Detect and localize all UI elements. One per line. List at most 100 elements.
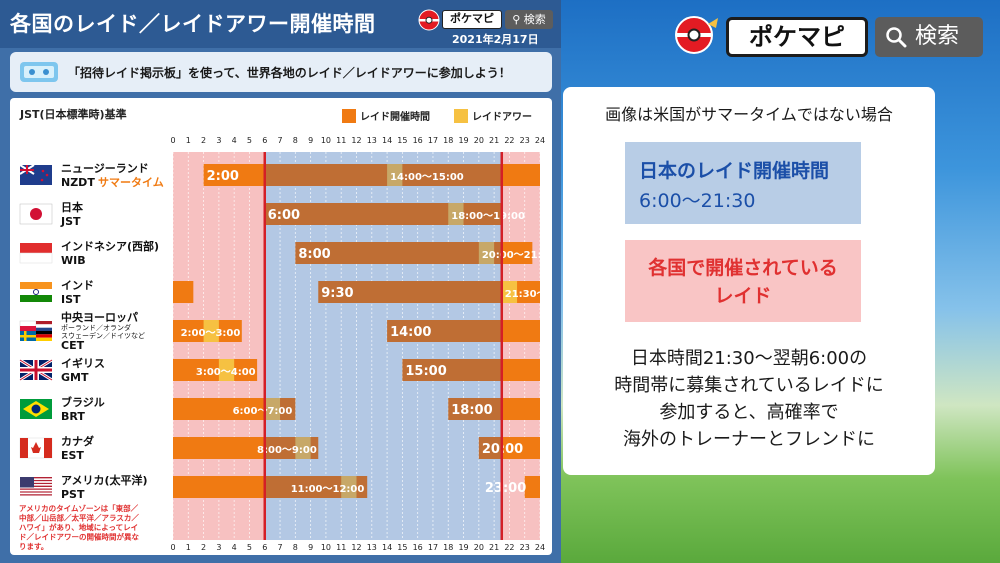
raid-bar: [501, 437, 540, 459]
country-tz: BRT: [61, 410, 85, 423]
hour-tick-top: 11: [336, 136, 346, 145]
brand-button-large[interactable]: ポケマピ: [726, 17, 868, 57]
country-name: カナダ: [61, 434, 94, 448]
info-note: 画像は米国がサマータイムではない場合: [605, 105, 893, 124]
hour-tick-bottom: 7: [277, 543, 282, 552]
hour-tick-bottom: 1: [186, 543, 191, 552]
bar-label: 8:00: [298, 247, 330, 262]
legend-label: レイド開催時間: [360, 110, 430, 123]
hour-tick-top: 20: [474, 136, 484, 145]
search-icon: [886, 27, 907, 48]
footnote-line: ります。: [19, 542, 48, 551]
chart-svg: JST(日本標準時)基準 レイド開催時間 レイドアワー001122334455667…: [19, 107, 552, 552]
flag-us-icon: [20, 477, 52, 497]
flag-id-icon: [19, 243, 53, 264]
country-name: インド: [61, 279, 94, 292]
raid-bar: [501, 398, 540, 420]
invite-banner[interactable]: 「招待レイド掲示板」を使って、世界各地のレイド／レイドアワーに参加しよう！: [10, 52, 552, 92]
raid-bar: [402, 359, 502, 381]
raid-bar: [173, 281, 194, 303]
hour-tick-top: 23: [520, 136, 530, 145]
hour-tick-top: 4: [232, 136, 237, 145]
country-tz: IST: [61, 293, 81, 306]
hour-tick-top: 12: [351, 136, 361, 145]
info-body-line: 日本時間21:30〜翌朝6:00の: [630, 348, 868, 369]
flag-ca-icon: [19, 437, 53, 459]
page-title: 各国のレイド／レイドアワー開催時間: [10, 12, 376, 36]
hour-tick-top: 17: [428, 136, 438, 145]
country-name: 中央ヨーロッパ: [61, 310, 138, 324]
raid-board-icon: [20, 62, 58, 82]
hour-tick-top: 2: [201, 136, 206, 145]
raid-bar: [203, 164, 265, 186]
raid-bar: [173, 359, 258, 381]
hour-tick-top: 9: [308, 136, 313, 145]
hour-tick-bottom: 4: [232, 543, 237, 552]
bar-label: 3:00〜4:00: [196, 367, 256, 378]
hour-tick-bottom: 21: [489, 543, 499, 552]
search-icon: ⚲: [512, 13, 521, 26]
japan-raid-hours-box: 日本のレイド開催時間 6:00〜21:30: [625, 142, 861, 224]
bar-label: 2:00〜3:00: [181, 328, 241, 339]
raid-bar: [501, 320, 540, 342]
hour-tick-bottom: 0: [170, 543, 175, 552]
bar-label: 8:00〜9:00: [257, 445, 317, 456]
outside-window-bg: [501, 152, 540, 540]
raid-bar: [501, 242, 533, 264]
legend-label: レイドアワー: [472, 111, 532, 123]
country-tz: JST: [60, 215, 81, 228]
bar-label: 23:00: [485, 481, 526, 496]
legend-swatch: [342, 109, 356, 123]
hour-tick-top: 21: [489, 136, 499, 145]
raid-hour-bar: [501, 281, 518, 303]
bar-label: 2:00: [207, 169, 239, 184]
search-button[interactable]: ⚲ 検索: [505, 10, 553, 29]
raid-hour-bar: [264, 398, 281, 420]
hour-tick-top: 8: [293, 136, 298, 145]
hour-tick-top: 15: [397, 136, 407, 145]
country-name: インドネシア(西部): [61, 239, 159, 253]
raid-hour-bar: [478, 242, 495, 264]
hour-tick-top: 3: [216, 136, 221, 145]
bar-label: 9:30: [321, 286, 353, 301]
hour-tick-top: 19: [458, 136, 468, 145]
pokemapi-logo-large-icon: [675, 16, 718, 54]
hour-tick-bottom: 2: [201, 543, 206, 552]
international-raid-line: 各国で開催されている: [648, 257, 838, 279]
raid-bar: [264, 164, 502, 186]
info-body-line: 海外のトレーナーとフレンドに: [623, 429, 875, 450]
raid-bar: [318, 281, 502, 303]
banner-text: 「招待レイド掲示板」を使って、世界各地のレイド／レイドアワーに参加しよう！: [68, 66, 511, 80]
pokemapi-logo-icon: [418, 9, 440, 31]
country-tz: WIB: [61, 254, 86, 267]
country-sub: スウェーデン／ドイツなど: [61, 331, 145, 340]
raid-bar: [448, 398, 502, 420]
country-name: イギリス: [61, 356, 105, 370]
bar-label: 15:00: [405, 364, 446, 379]
hour-tick-top: 7: [277, 136, 282, 145]
hour-tick-top: 24: [535, 136, 545, 145]
search-button-large[interactable]: 検索: [875, 17, 983, 57]
bar-label: 20:00〜21:00: [482, 250, 552, 261]
info-body-line: 時間帯に募集されているレイドに: [614, 375, 884, 396]
search-label: 検索: [915, 24, 960, 49]
bar-label: 11:00〜12:00: [291, 484, 365, 495]
raid-bar: [173, 437, 265, 459]
hour-tick-top: 6: [262, 136, 267, 145]
raid-hour-bar: [295, 437, 311, 459]
brand-button[interactable]: ポケマピ: [442, 10, 502, 29]
hour-tick-bottom: 9: [308, 543, 313, 552]
chart-basis-label: JST(日本標準時)基準: [19, 107, 127, 121]
raid-bar: [295, 242, 502, 264]
country-name: ブラジル: [61, 395, 105, 409]
raid-schedule-chart: JST(日本標準時)基準 レイド開催時間 レイドアワー 0 0 1 1 2 2 3 3 4 4 5 5 6 6 7…: [10, 98, 552, 555]
hour-tick-bottom: 8: [293, 543, 298, 552]
hour-tick-top: 16: [413, 136, 423, 145]
summer-time-label: サマータイム: [98, 176, 164, 189]
country-tz: PST: [61, 488, 85, 501]
country-name: 日本: [61, 200, 83, 214]
raid-bar: [501, 359, 540, 381]
hour-tick-bottom: 11: [336, 543, 346, 552]
flag-nz-icon: [19, 164, 52, 185]
raid-bar: [264, 203, 502, 225]
